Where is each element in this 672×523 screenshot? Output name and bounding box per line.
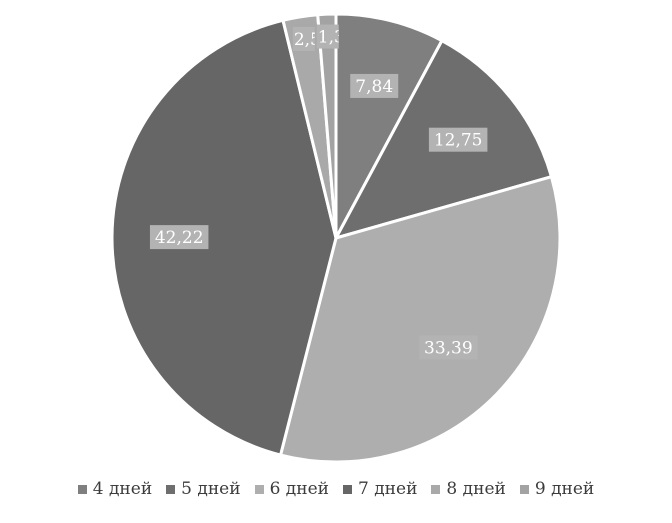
data-labels: 7,84 12,75 33,39 42,22 2,51,30 bbox=[149, 24, 488, 360]
data-label: 7,84 bbox=[350, 73, 399, 98]
pie-chart: 7,84 12,75 33,39 42,22 2,51,30 bbox=[110, 12, 562, 464]
legend-label: 7 дней bbox=[358, 479, 418, 499]
pie-slice bbox=[110, 18, 338, 457]
legend-item: 6 дней bbox=[254, 479, 329, 499]
legend-label: 5 дней bbox=[181, 479, 241, 499]
legend-item: 4 дней bbox=[77, 479, 153, 499]
data-label-text: 1,30 bbox=[318, 28, 356, 48]
legend: 4 дней 5 дней 6 дней 7 дней 8 дней 9 дней bbox=[0, 474, 672, 504]
data-label: 33,39 bbox=[419, 335, 478, 360]
data-label-background bbox=[428, 127, 488, 152]
legend-item: 7 дней bbox=[343, 479, 417, 499]
legend-label: 9 дней bbox=[534, 479, 595, 499]
pie-slice bbox=[316, 12, 338, 240]
data-label-background bbox=[419, 335, 478, 360]
pie-slices bbox=[110, 12, 562, 464]
legend-item: 9 дней bbox=[519, 479, 595, 499]
data-label-text: 7,84 bbox=[355, 77, 393, 97]
legend-swatch bbox=[254, 484, 264, 494]
data-label: 12,75 bbox=[428, 127, 488, 152]
pie-slice bbox=[279, 175, 562, 464]
data-label-text: 33,39 bbox=[424, 338, 473, 358]
pie-slice bbox=[334, 12, 444, 240]
data-label-background bbox=[350, 73, 399, 98]
data-label: 2,5 bbox=[292, 26, 321, 51]
data-label-text: 12,75 bbox=[434, 131, 483, 151]
data-label-text: 2,5 bbox=[294, 30, 321, 50]
data-label-background bbox=[292, 26, 315, 51]
legend-swatch bbox=[431, 484, 441, 494]
legend-label: 8 дней bbox=[446, 479, 506, 499]
data-label: 42,22 bbox=[149, 225, 209, 250]
legend-swatch bbox=[343, 484, 352, 494]
legend-item: 8 дней bbox=[431, 479, 506, 499]
legend-item: 5 дней bbox=[166, 479, 241, 499]
legend-swatch bbox=[519, 484, 529, 494]
legend-swatch bbox=[77, 484, 87, 494]
legend-swatch bbox=[166, 484, 176, 494]
legend-label: 6 дней bbox=[269, 479, 329, 499]
data-label-background bbox=[316, 24, 339, 49]
data-label: 1,30 bbox=[316, 24, 356, 49]
legend-label: 4 дней bbox=[92, 479, 153, 499]
data-label-background bbox=[149, 225, 209, 250]
data-label-text: 42,22 bbox=[155, 228, 204, 248]
